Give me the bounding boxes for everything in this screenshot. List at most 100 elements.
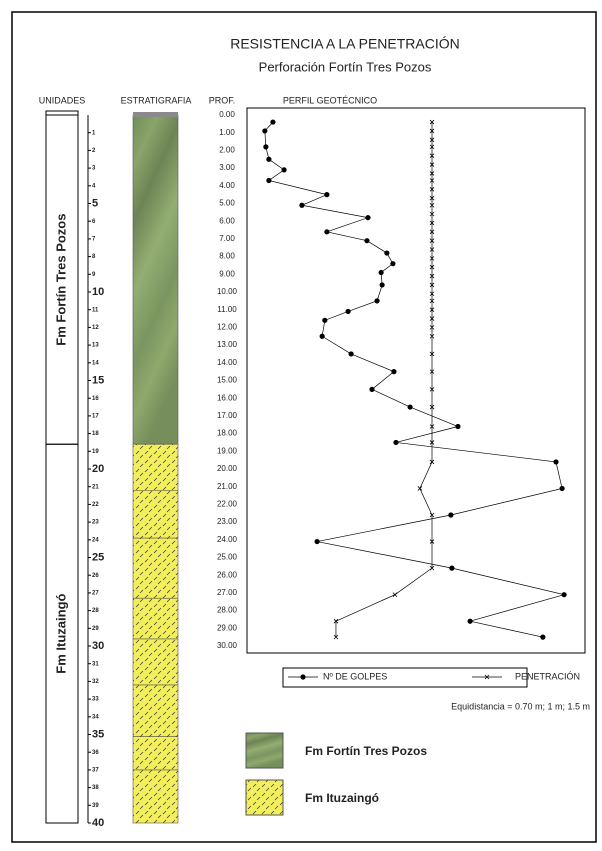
ruler-label: 6 <box>92 219 96 225</box>
ruler-label: 31 <box>92 661 99 667</box>
point <box>393 440 398 445</box>
point <box>455 424 460 429</box>
y-tick-label: 1.00 <box>219 128 235 137</box>
point <box>540 635 545 640</box>
legend-swatch <box>246 780 283 815</box>
ruler-label: 26 <box>92 573 99 579</box>
y-tick-label: 29.00 <box>217 623 238 632</box>
point <box>448 512 453 517</box>
y-tick-label: 7.00 <box>219 234 235 243</box>
y-tick-label: 19.00 <box>217 446 238 455</box>
y-tick-label: 2.00 <box>219 146 235 155</box>
y-tick-label: 11.00 <box>217 305 237 314</box>
point <box>263 144 268 149</box>
ruler-label: 38 <box>92 785 99 791</box>
header: ESTRATIGRAFIA <box>121 95 192 105</box>
ruler-label: 30 <box>92 640 104 652</box>
point <box>266 178 271 183</box>
ruler-label: 20 <box>92 463 104 475</box>
point <box>262 128 267 133</box>
legend-box <box>283 668 527 687</box>
point <box>380 282 385 287</box>
ruler-label: 36 <box>92 750 99 756</box>
y-tick-label: 25.00 <box>217 553 238 562</box>
ruler-label: 25 <box>92 551 104 563</box>
y-tick-label: 21.00 <box>217 482 238 491</box>
point <box>390 261 395 266</box>
point <box>349 351 354 356</box>
unit-top <box>46 111 78 115</box>
y-tick-label: 13.00 <box>217 340 238 349</box>
ruler-label: 32 <box>92 679 99 685</box>
point <box>364 238 369 243</box>
point <box>449 566 454 571</box>
ruler-label: 13 <box>92 343 99 349</box>
point <box>553 459 558 464</box>
ruler-label: 22 <box>92 502 99 508</box>
ruler-label: 34 <box>92 714 99 720</box>
ruler-label: 39 <box>92 803 99 809</box>
y-tick-label: 14.00 <box>217 358 238 367</box>
legend-label: PENETRACIÓN <box>515 671 580 681</box>
y-tick-label: 4.00 <box>219 181 235 190</box>
y-tick-label: 3.00 <box>219 163 235 172</box>
subtitle: Perforación Fortín Tres Pozos <box>259 59 432 74</box>
point <box>374 298 379 303</box>
y-tick-label: 22.00 <box>217 500 238 509</box>
ruler-label: 5 <box>92 197 98 209</box>
point <box>299 203 304 208</box>
unit-label: Fm Fortín Tres Pozos <box>53 214 68 346</box>
y-tick-label: 20.00 <box>217 464 238 473</box>
point <box>266 157 271 162</box>
ruler-label: 3 <box>92 166 96 172</box>
series-line <box>265 122 564 637</box>
legend-label: Fm Ituzaingó <box>305 791 379 805</box>
ruler-label: 40 <box>92 817 104 829</box>
point <box>365 215 370 220</box>
ruler-label: 29 <box>92 626 99 632</box>
ruler-label: 15 <box>92 374 104 386</box>
ruler-label: 12 <box>92 325 99 331</box>
legend-swatch <box>246 733 283 768</box>
y-tick-label: 12.00 <box>217 323 238 332</box>
point <box>391 369 396 374</box>
y-tick-label: 23.00 <box>217 517 238 526</box>
y-tick-label: 10.00 <box>217 287 238 296</box>
y-tick-label: 30.00 <box>217 641 238 650</box>
point <box>393 593 397 597</box>
unit-label: Fm Ituzaingó <box>53 593 68 673</box>
ruler-label: 24 <box>92 537 99 543</box>
plot-box <box>247 108 585 653</box>
ruler-label: 8 <box>92 254 96 260</box>
ruler-label: 9 <box>92 272 96 278</box>
ruler-label: 11 <box>92 307 99 313</box>
y-tick-label: 17.00 <box>217 411 238 420</box>
y-tick-label: 24.00 <box>217 535 238 544</box>
frame <box>12 12 596 842</box>
y-tick-label: 26.00 <box>217 570 238 579</box>
point <box>369 387 374 392</box>
point <box>379 270 384 275</box>
ruler-label: 37 <box>92 767 99 773</box>
ruler-label: 4 <box>92 183 96 189</box>
header: UNIDADES <box>39 95 86 105</box>
ruler-label: 7 <box>92 236 96 242</box>
point <box>407 404 412 409</box>
point <box>281 167 286 172</box>
ruler-label: 10 <box>92 286 104 298</box>
ruler-label: 16 <box>92 396 99 402</box>
ruler-label: 33 <box>92 697 99 703</box>
ruler-label: 27 <box>92 590 99 596</box>
point <box>345 309 350 314</box>
point <box>562 592 567 597</box>
ruler-label: 1 <box>92 130 96 136</box>
y-tick-label: 15.00 <box>217 376 238 385</box>
ruler-label: 14 <box>92 360 99 366</box>
figure: RESISTENCIA A LA PENETRACIÓN Perforación… <box>0 0 602 846</box>
y-tick-label: 16.00 <box>217 393 238 402</box>
point <box>324 229 329 234</box>
point <box>314 539 319 544</box>
y-tick-label: 27.00 <box>217 588 238 597</box>
y-tick-label: 6.00 <box>219 216 235 225</box>
ruler-label: 18 <box>92 431 99 437</box>
